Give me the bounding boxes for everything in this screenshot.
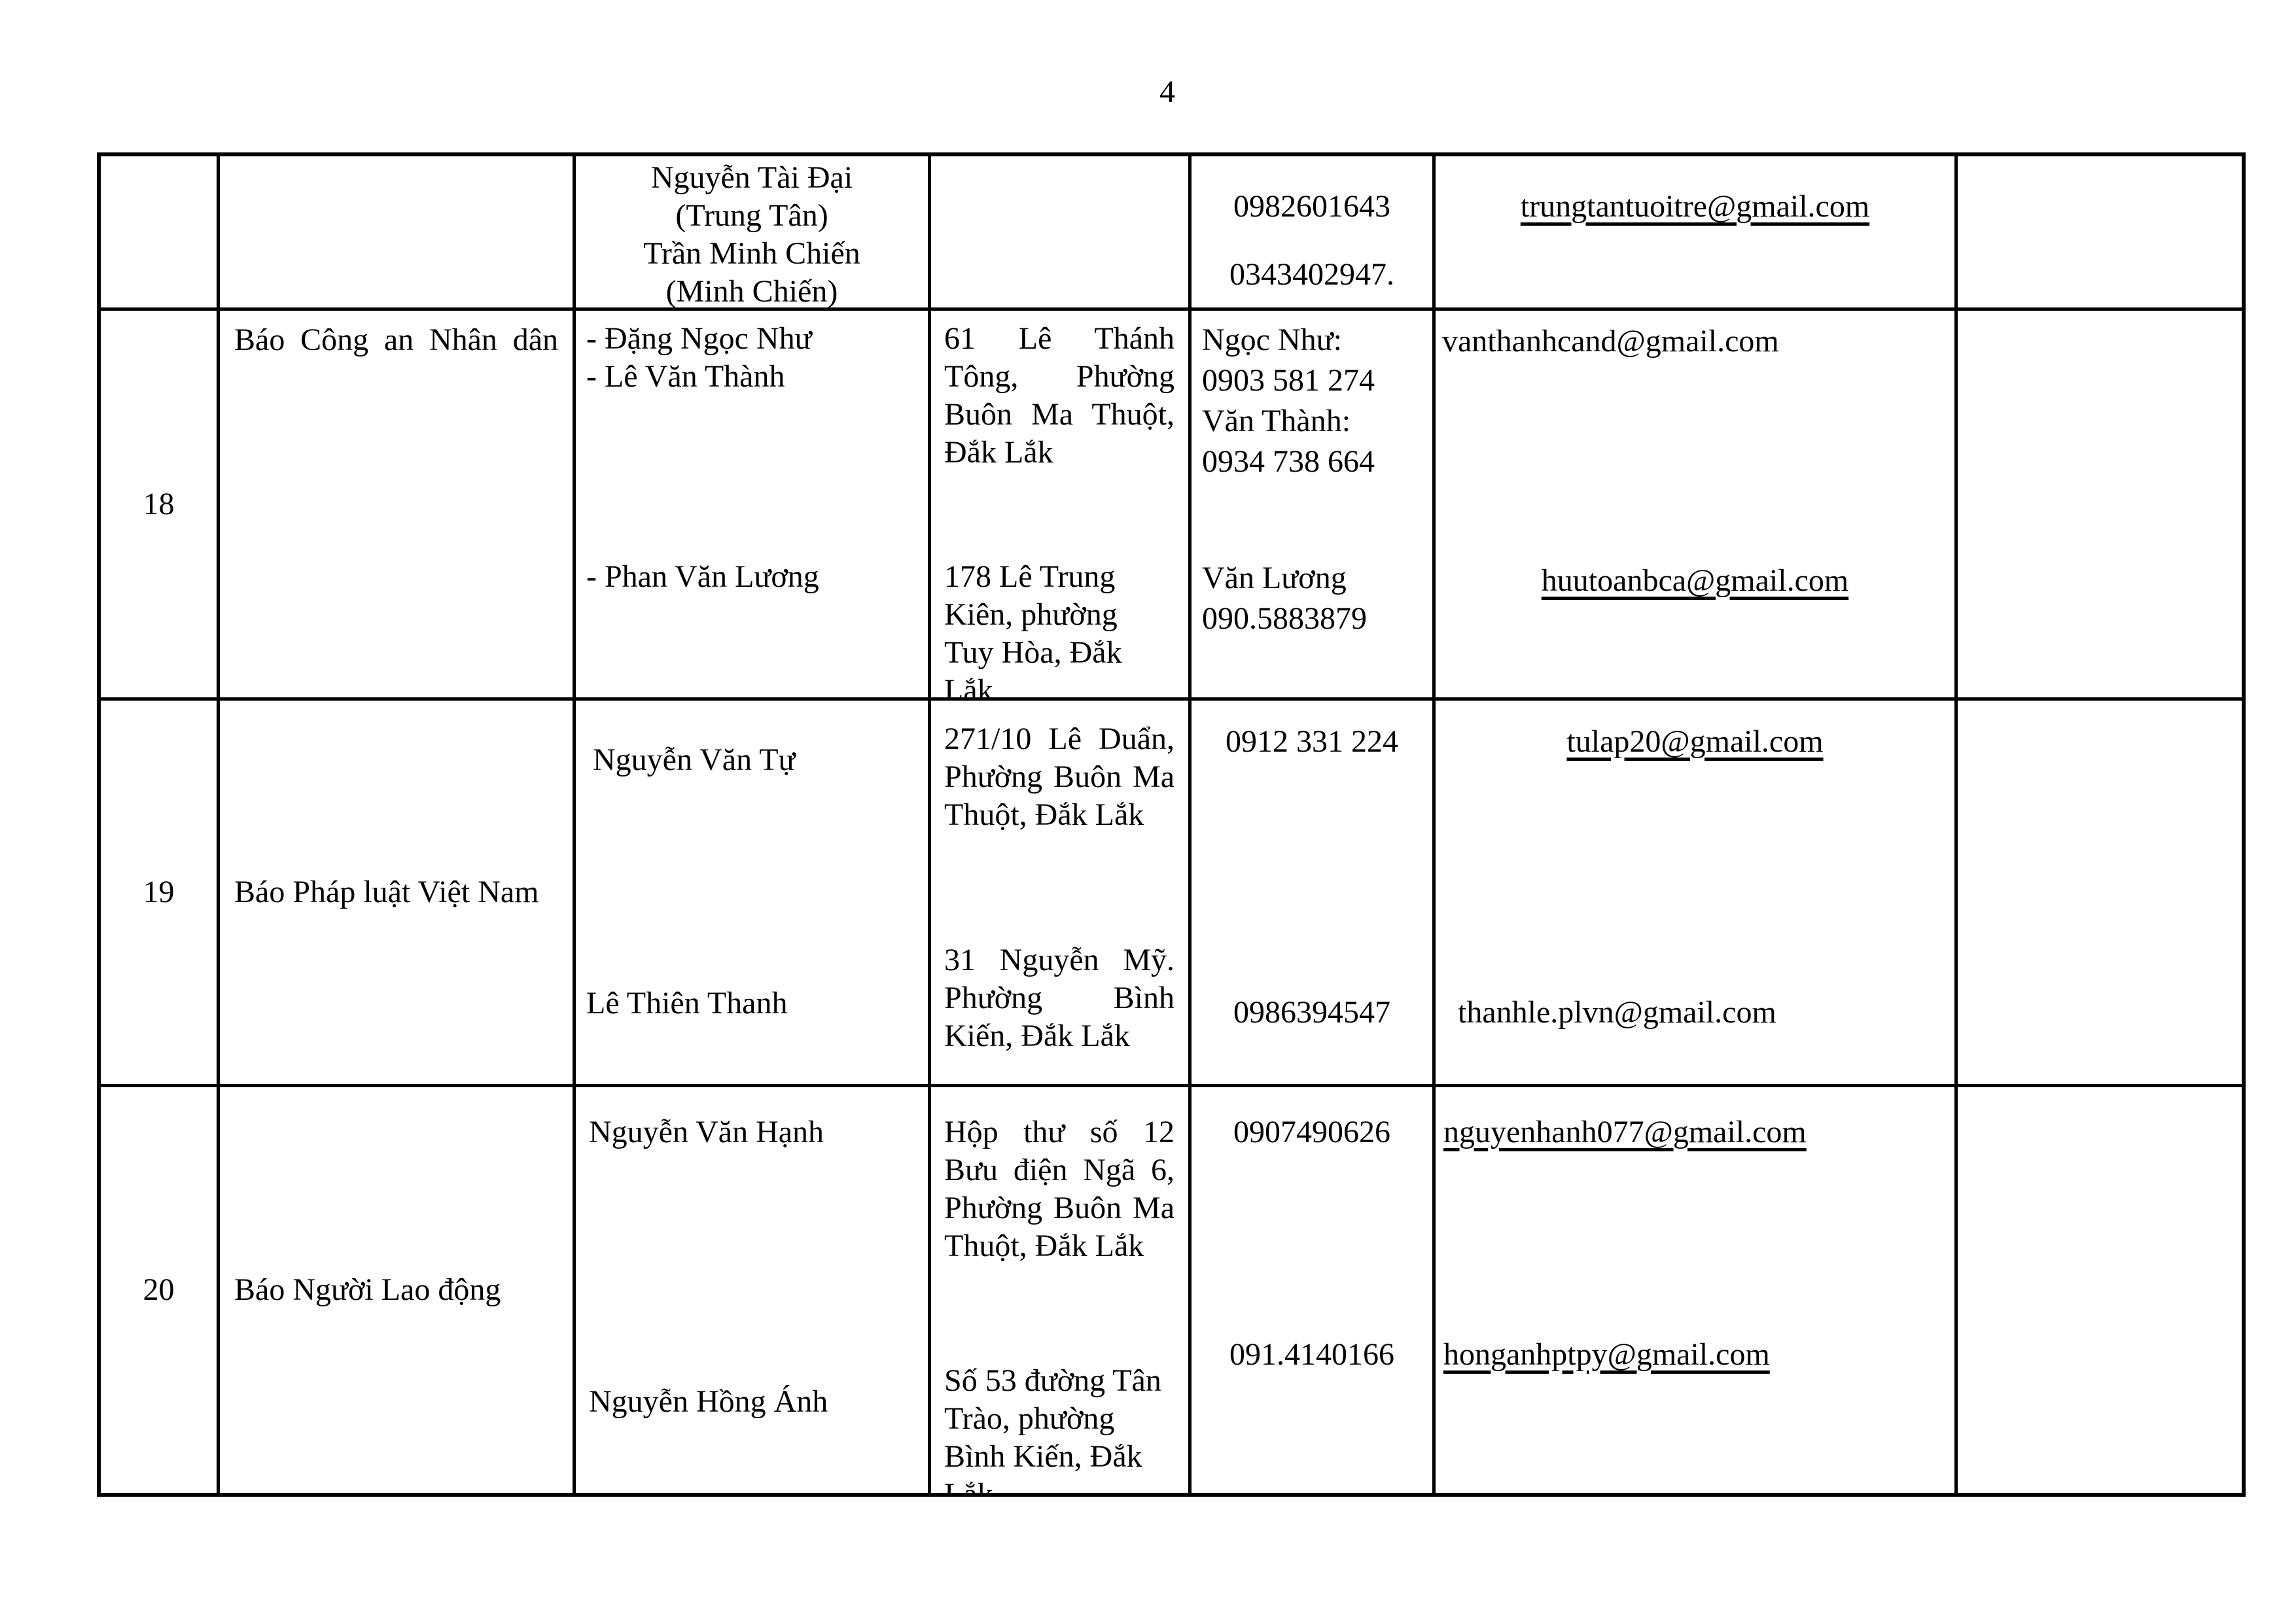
phone-label: Văn Thành: (1202, 404, 1351, 438)
stt-cell: 18 (101, 311, 220, 701)
email-text: tulap20@gmail.com (1566, 724, 1824, 759)
phone-label: Ngọc Như: (1202, 323, 1342, 357)
address-text: 31 Nguyễn Mỹ. Phường Bình Kiến, Đắk Lắk (944, 943, 1174, 1053)
person-name: Nguyễn Văn Tự (593, 742, 796, 777)
email-text: nguyenhanh077@gmail.com (1443, 1115, 1807, 1149)
person-name-group: - Đặng Ngọc Như - Lê Văn Thành (586, 320, 921, 396)
phone-number: 0343402947. (1229, 257, 1394, 292)
names-cell: Nguyễn Văn Tự Lê Thiên Thanh (576, 701, 931, 1087)
row-index: 18 (143, 486, 175, 521)
phone-number: 0982601643 (1233, 189, 1390, 224)
org-cell: Báo Người Lao động (220, 1087, 576, 1493)
phone-number: 0912 331 224 (1226, 724, 1398, 759)
stt-cell: 19 (101, 701, 220, 1087)
org-name: Báo Người Lao động (234, 1272, 501, 1307)
address-cell (931, 156, 1192, 311)
person-name: Trần Minh Chiến (643, 236, 860, 271)
phone-number: 0903 581 274 (1202, 363, 1375, 398)
person-name: Nguyễn Văn Hạnh (589, 1115, 824, 1149)
person-name: Lê Thiên Thanh (586, 986, 788, 1021)
address-text: Số 53 đường Tân Trào, phường Bình Kiến, … (944, 1363, 1161, 1493)
phone-number-group: Ngọc Như: 0903 581 274 Văn Thành: 0934 7… (1202, 320, 1375, 482)
email-cell: tulap20@gmail.com thanhle.plvn@gmail.com (1436, 701, 1958, 1087)
email-text: thanhle.plvn@gmail.com (1458, 995, 1776, 1030)
email-cell: vanthanhcand@gmail.com huutoanbca@gmail.… (1436, 311, 1958, 701)
person-alias: (Trung Tân) (675, 198, 828, 233)
email-cell: nguyenhanh077@gmail.com honganhptpy@gmai… (1436, 1087, 1958, 1493)
org-name: Báo Pháp luật Việt Nam (234, 875, 539, 909)
org-name: Báo Công an Nhân dân (234, 323, 558, 357)
stt-cell: 20 (101, 1087, 220, 1493)
address-text: 178 Lê Trung Kiên, phường Tuy Hòa, Đắk L… (944, 559, 1122, 701)
phone-cell: 0912 331 224 0986394547 (1192, 701, 1436, 1087)
email-text: trungtantuoitre@gmail.com (1520, 189, 1870, 224)
email-text: huutoanbca@gmail.com (1541, 563, 1849, 598)
phone-number: 0907490626 (1233, 1115, 1390, 1149)
address-cell: 271/10 Lê Duẩn, Phường Buôn Ma Thuột, Đắ… (931, 701, 1192, 1087)
person-name-group: Nguyễn Tài Đại (Trung Tân) Trần Minh Chi… (576, 159, 928, 309)
notes-cell (1958, 1087, 2242, 1493)
row-index: 19 (143, 875, 175, 909)
address-text: Hộp thư số 12 Bưu điện Ngã 6, Phường Buô… (944, 1115, 1174, 1263)
page-number: 4 (1159, 75, 1175, 109)
org-cell (220, 156, 576, 311)
names-cell: - Đặng Ngọc Như - Lê Văn Thành - Phan Vă… (576, 311, 931, 701)
address-cell: 61 Lê Thánh Tông, Phường Buôn Ma Thuột, … (931, 311, 1192, 701)
phone-number: 0986394547 (1233, 995, 1390, 1030)
address-text: 271/10 Lê Duẩn, Phường Buôn Ma Thuột, Đắ… (944, 722, 1174, 832)
person-name: - Phan Văn Lương (586, 559, 819, 594)
notes-cell (1958, 701, 2242, 1087)
phone-cell: Ngọc Như: 0903 581 274 Văn Thành: 0934 7… (1192, 311, 1436, 701)
person-alias: (Minh Chiến) (665, 274, 838, 309)
contact-table: Nguyễn Tài Đại (Trung Tân) Trần Minh Chi… (97, 152, 2246, 1497)
notes-cell (1958, 311, 2242, 701)
email-text: honganhptpy@gmail.com (1443, 1337, 1770, 1372)
phone-cell: 0982601643 0343402947. (1192, 156, 1436, 311)
email-cell: trungtantuoitre@gmail.com (1436, 156, 1958, 311)
notes-cell (1958, 156, 2242, 311)
names-cell: Nguyễn Tài Đại (Trung Tân) Trần Minh Chi… (576, 156, 931, 311)
names-cell: Nguyễn Văn Hạnh Nguyễn Hồng Ánh (576, 1087, 931, 1493)
phone-number: 091.4140166 (1229, 1337, 1394, 1372)
phone-number: 090.5883879 (1202, 601, 1367, 636)
person-name: - Đặng Ngọc Như (586, 321, 812, 356)
phone-number-group: Văn Lương 090.5883879 (1202, 558, 1367, 639)
stt-cell (101, 156, 220, 311)
person-name: Nguyễn Hồng Ánh (589, 1384, 828, 1419)
org-cell: Báo Pháp luật Việt Nam (220, 701, 576, 1087)
phone-label: Văn Lương (1202, 561, 1347, 595)
org-cell: Báo Công an Nhân dân (220, 311, 576, 701)
person-name: - Lê Văn Thành (586, 359, 785, 394)
phone-number: 0934 738 664 (1202, 444, 1375, 479)
address-text: 61 Lê Thánh Tông, Phường Buôn Ma Thuột, … (944, 321, 1174, 470)
row-index: 20 (143, 1272, 175, 1307)
phone-cell: 0907490626 091.4140166 (1192, 1087, 1436, 1493)
email-text: vanthanhcand@gmail.com (1442, 324, 1779, 358)
person-name: Nguyễn Tài Đại (650, 160, 853, 195)
address-cell: Hộp thư số 12 Bưu điện Ngã 6, Phường Buô… (931, 1087, 1192, 1493)
